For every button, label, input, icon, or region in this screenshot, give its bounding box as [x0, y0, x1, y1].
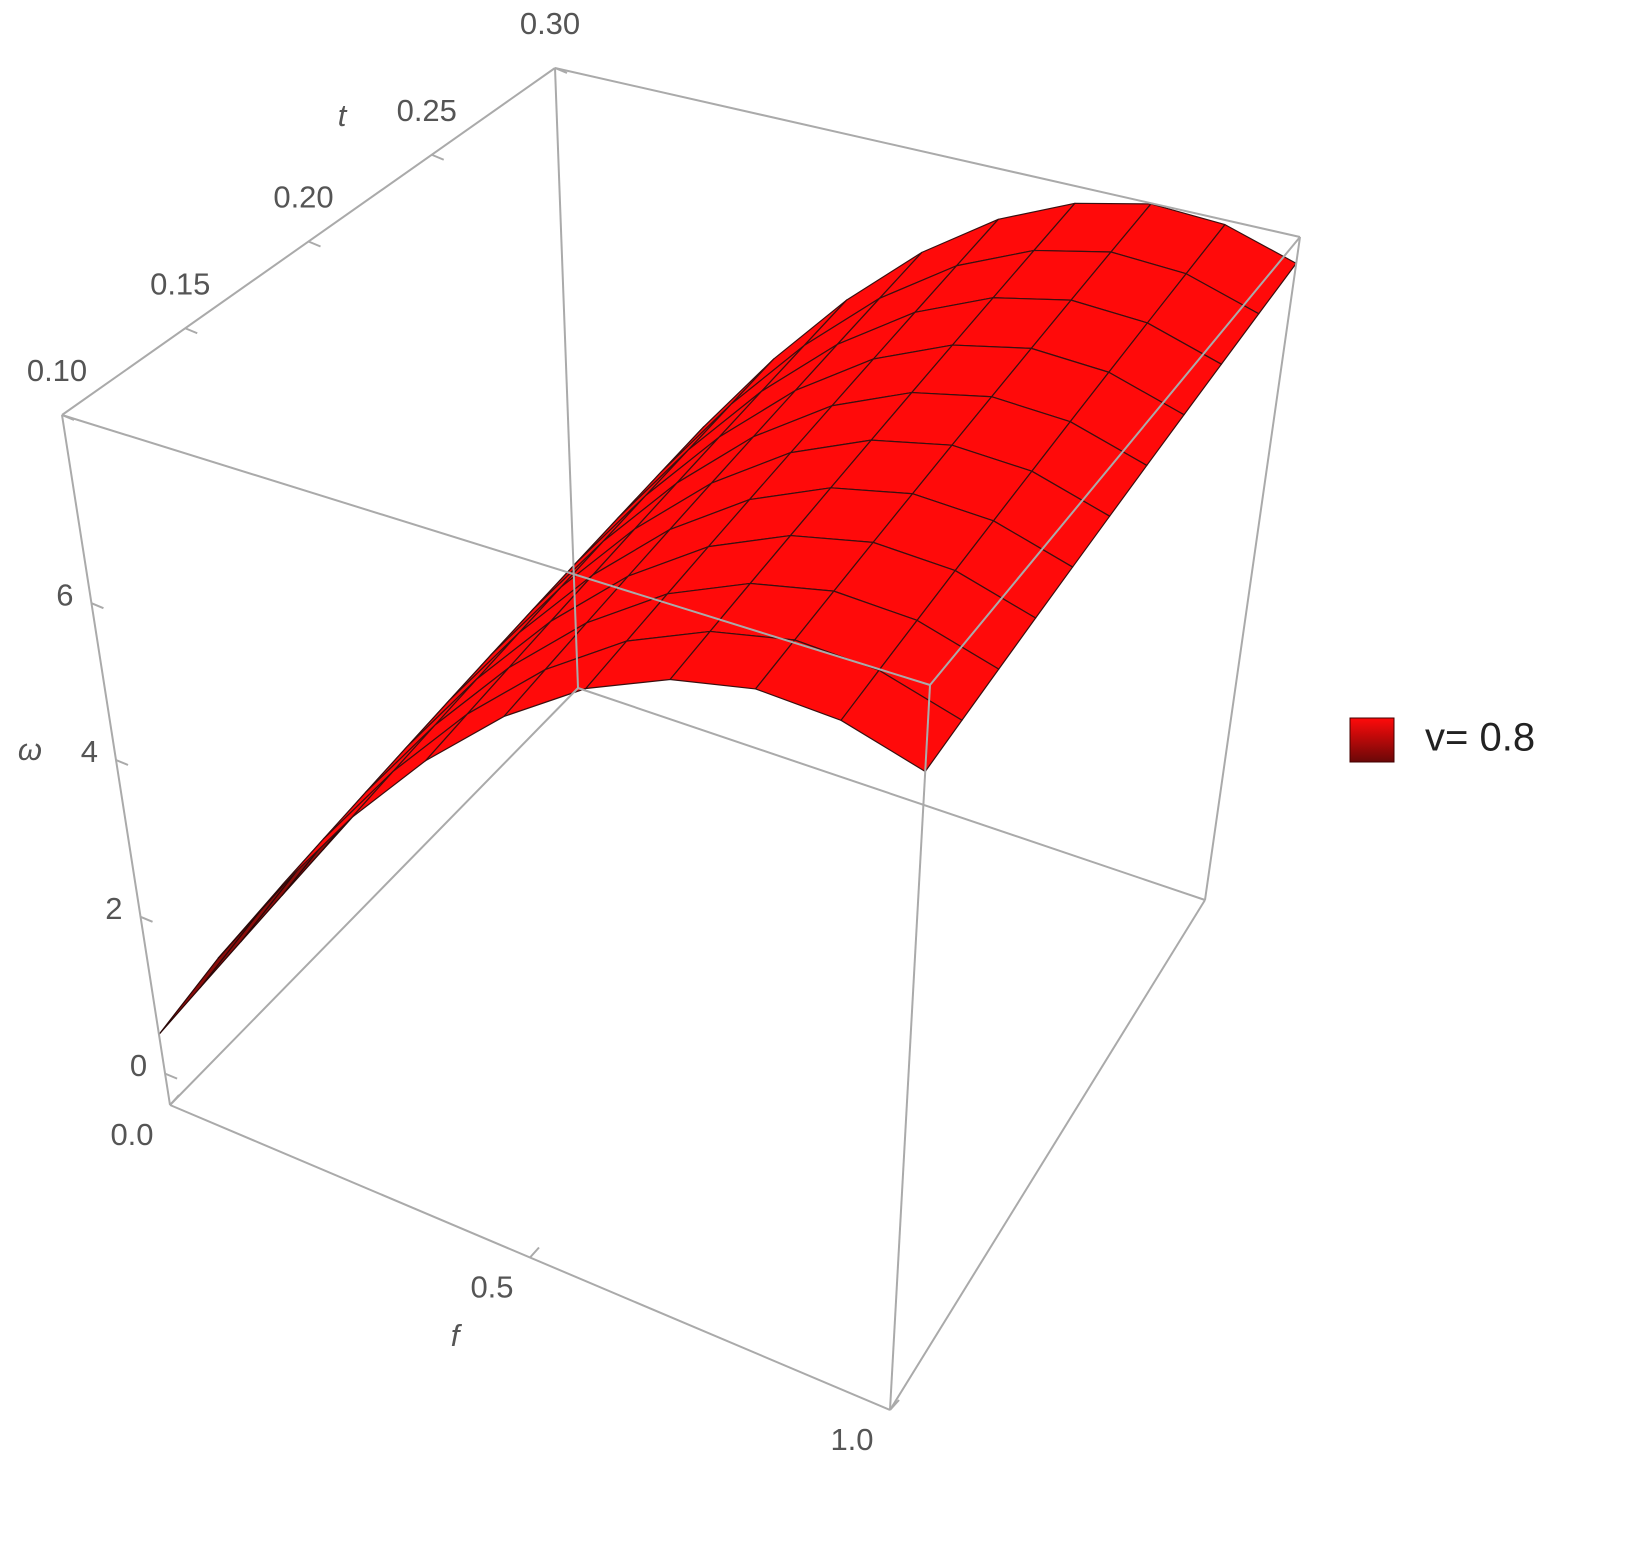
surface-patch — [323, 724, 436, 840]
y-axis-label: t — [338, 98, 348, 133]
x-tick — [529, 1246, 540, 1259]
x-axis-label: f — [451, 1318, 463, 1353]
surface-patch — [281, 770, 394, 886]
surface — [158, 202, 1297, 1036]
box-edge — [554, 67, 1301, 238]
z-tick-label: 6 — [56, 577, 73, 612]
z-tick — [140, 915, 153, 923]
box-edge — [1204, 236, 1301, 901]
y-tick — [61, 414, 75, 421]
z-tick-label: 0 — [130, 1048, 147, 1083]
x-tick-label: 1.0 — [830, 1422, 873, 1457]
box-edge — [554, 67, 579, 689]
x-tick — [169, 1094, 180, 1106]
y-tick-label: 0.15 — [150, 266, 210, 301]
z-tick — [115, 759, 129, 766]
y-tick — [431, 153, 445, 161]
y-tick — [554, 67, 568, 74]
surface-patch — [158, 911, 261, 1036]
z-tick-label: 4 — [81, 734, 98, 769]
box-edge — [929, 236, 1301, 686]
surface-patch — [350, 713, 468, 819]
box-edge — [577, 687, 1206, 901]
box-edge — [61, 414, 931, 686]
z-axis-label: ω — [18, 732, 42, 767]
x-tick — [889, 1399, 900, 1411]
surface-patch — [199, 865, 302, 989]
y-tick-label: 0.20 — [273, 180, 333, 215]
z-tick — [164, 1072, 178, 1080]
z-tick-label: 2 — [105, 891, 122, 926]
surface-patch — [840, 669, 963, 773]
y-tick-label: 0.30 — [520, 6, 580, 41]
box-edge — [889, 899, 1206, 1411]
box-edge — [889, 684, 931, 1411]
legend-label: v= 0.8 — [1425, 716, 1535, 760]
z-tick — [91, 602, 104, 610]
box-edge — [169, 687, 579, 1106]
x-tick-label: 0.0 — [110, 1117, 153, 1152]
legend-swatch — [1349, 717, 1395, 763]
y-tick-label: 0.25 — [397, 93, 457, 128]
y-tick — [308, 240, 321, 248]
x-tick-label: 0.5 — [470, 1270, 513, 1305]
y-tick — [184, 327, 198, 335]
y-tick-label: 0.10 — [27, 353, 87, 388]
